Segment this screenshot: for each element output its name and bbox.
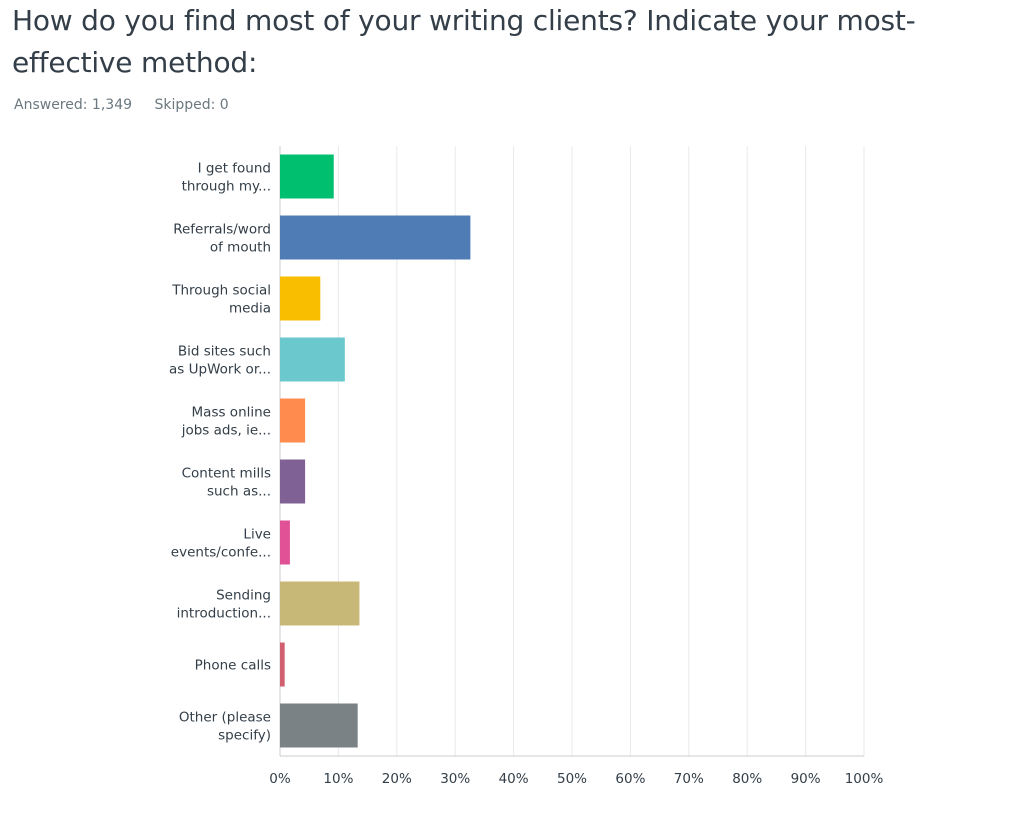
category-labels: I get found through my... Referrals/word of…	[169, 161, 271, 744]
chart-bars	[280, 154, 471, 748]
category-label-9: Other (please specify)	[179, 710, 271, 744]
bar-9[interactable]	[280, 703, 358, 748]
category-label-4: Mass online jobs ads, ie...	[181, 405, 271, 439]
tick-label-4: 40%	[499, 771, 529, 787]
tick-label-6: 60%	[615, 771, 645, 787]
tick-label-8: 80%	[732, 771, 762, 787]
bar-0[interactable]	[280, 154, 334, 199]
bar-1[interactable]	[280, 215, 471, 260]
category-label-8: Phone calls	[195, 658, 271, 674]
tick-label-5: 50%	[557, 771, 587, 787]
tick-label-10: 100%	[845, 771, 884, 787]
skipped-count: Skipped: 0	[154, 97, 229, 113]
bar-5[interactable]	[280, 459, 306, 504]
tick-label-9: 90%	[791, 771, 821, 787]
tick-label-2: 20%	[382, 771, 412, 787]
response-stats: Answered: 1,349 Skipped: 0	[14, 97, 247, 113]
tick-label-1: 10%	[323, 771, 353, 787]
category-label-2: Through social media	[171, 283, 271, 317]
tick-label-7: 70%	[674, 771, 704, 787]
category-label-1: Referrals/word of mouth	[173, 222, 271, 256]
bar-8[interactable]	[280, 642, 285, 687]
category-label-0: I get found through my...	[182, 161, 271, 195]
category-label-3: Bid sites such as UpWork or...	[169, 344, 271, 378]
bar-6[interactable]	[280, 520, 290, 565]
category-label-5: Content mills such as...	[182, 466, 271, 500]
bar-4[interactable]	[280, 398, 306, 443]
question-title: How do you find most of your writing cli…	[12, 4, 916, 79]
category-label-6: Live events/confe...	[171, 527, 271, 561]
bar-2[interactable]	[280, 276, 321, 321]
answered-count: Answered: 1,349	[14, 97, 133, 113]
x-axis-ticks: 0% 10% 20% 30% 40% 50% 60% 70% 80% 90% 100%	[269, 771, 883, 787]
tick-label-3: 30%	[440, 771, 470, 787]
bar-3[interactable]	[280, 337, 345, 382]
category-label-7: Sending introduction...	[177, 588, 271, 622]
tick-label-0: 0%	[269, 771, 291, 787]
bar-7[interactable]	[280, 581, 360, 626]
